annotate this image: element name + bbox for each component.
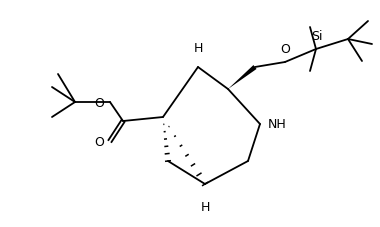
Text: O: O <box>280 43 290 56</box>
Text: O: O <box>94 96 104 109</box>
Text: H: H <box>193 41 203 54</box>
Text: O: O <box>94 135 104 148</box>
Text: NH: NH <box>268 118 287 131</box>
Text: Si: Si <box>311 30 323 43</box>
Text: H: H <box>200 201 210 214</box>
Polygon shape <box>228 66 256 90</box>
